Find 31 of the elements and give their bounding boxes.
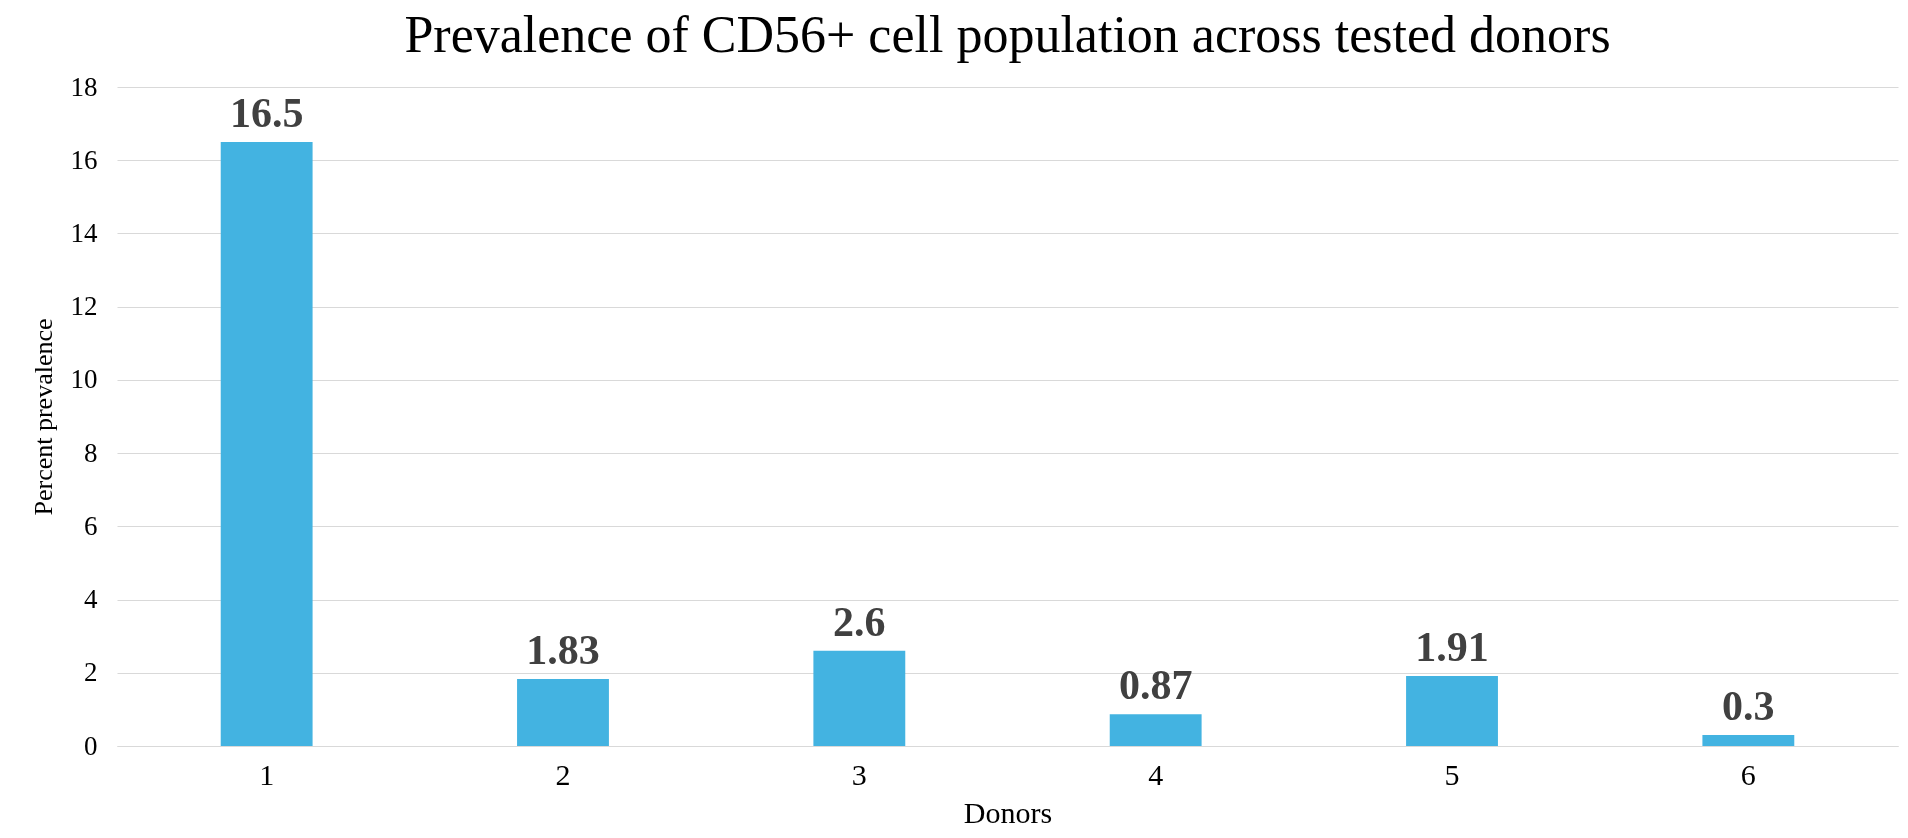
data-label: 2.6 (833, 598, 886, 645)
data-label: 1.83 (526, 627, 600, 673)
y-tick-label: 14 (70, 217, 98, 248)
y-tick-label: 2 (84, 657, 98, 688)
y-tick-label: 4 (84, 584, 98, 615)
x-tick-label: 4 (1148, 757, 1164, 791)
bar (813, 650, 906, 746)
y-axis-title: Percent prevalence (28, 318, 58, 516)
y-tick-label: 6 (84, 510, 98, 541)
bar (1109, 714, 1202, 746)
x-tick-label: 3 (851, 757, 867, 791)
x-tick-label: 1 (259, 757, 275, 791)
y-tick-label: 10 (70, 364, 98, 395)
data-label: 16.5 (229, 89, 304, 136)
x-tick-label: 2 (555, 757, 571, 791)
bar (1702, 735, 1795, 746)
data-label: 0.3 (1722, 683, 1775, 730)
y-tick-label: 16 (70, 144, 98, 175)
y-tick-label: 8 (84, 437, 98, 468)
chart-title: Prevalence of CD56+ cell population across tested donors (404, 6, 1611, 63)
y-tick-label: 18 (70, 71, 98, 102)
data-label: 1.91 (1415, 624, 1489, 671)
x-axis-title: Donors (963, 795, 1053, 829)
bar (517, 679, 609, 746)
y-tick-label: 12 (70, 291, 98, 322)
x-tick-label: 5 (1444, 757, 1460, 791)
bar (220, 141, 313, 746)
bar (1406, 676, 1498, 746)
x-tick-label: 6 (1740, 757, 1756, 791)
data-label: 0.87 (1118, 662, 1193, 709)
y-tick-label: 0 (84, 730, 98, 761)
